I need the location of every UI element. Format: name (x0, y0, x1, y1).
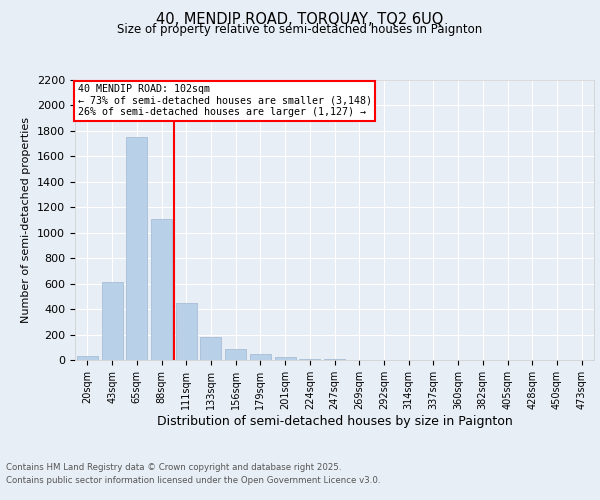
Bar (299, 358, 320, 360)
Text: Size of property relative to semi-detached houses in Paignton: Size of property relative to semi-detach… (118, 24, 482, 36)
Bar (250, 354, 271, 360)
Text: 40, MENDIP ROAD, TORQUAY, TQ2 6UQ: 40, MENDIP ROAD, TORQUAY, TQ2 6UQ (157, 12, 443, 28)
Bar (77, 356, 98, 360)
Bar (200, 337, 221, 360)
Bar (225, 348, 246, 360)
Bar (101, 282, 122, 360)
Text: 40 MENDIP ROAD: 102sqm
← 73% of semi-detached houses are smaller (3,148)
26% of : 40 MENDIP ROAD: 102sqm ← 73% of semi-det… (77, 84, 371, 117)
X-axis label: Distribution of semi-detached houses by size in Paignton: Distribution of semi-detached houses by … (157, 414, 512, 428)
Bar (126, 138, 147, 360)
Text: Contains HM Land Registry data © Crown copyright and database right 2025.: Contains HM Land Registry data © Crown c… (6, 462, 341, 471)
Text: Contains public sector information licensed under the Open Government Licence v3: Contains public sector information licen… (6, 476, 380, 485)
Bar (151, 218, 172, 360)
Y-axis label: Number of semi-detached properties: Number of semi-detached properties (22, 117, 31, 323)
Bar (176, 302, 197, 360)
Bar (275, 357, 296, 360)
